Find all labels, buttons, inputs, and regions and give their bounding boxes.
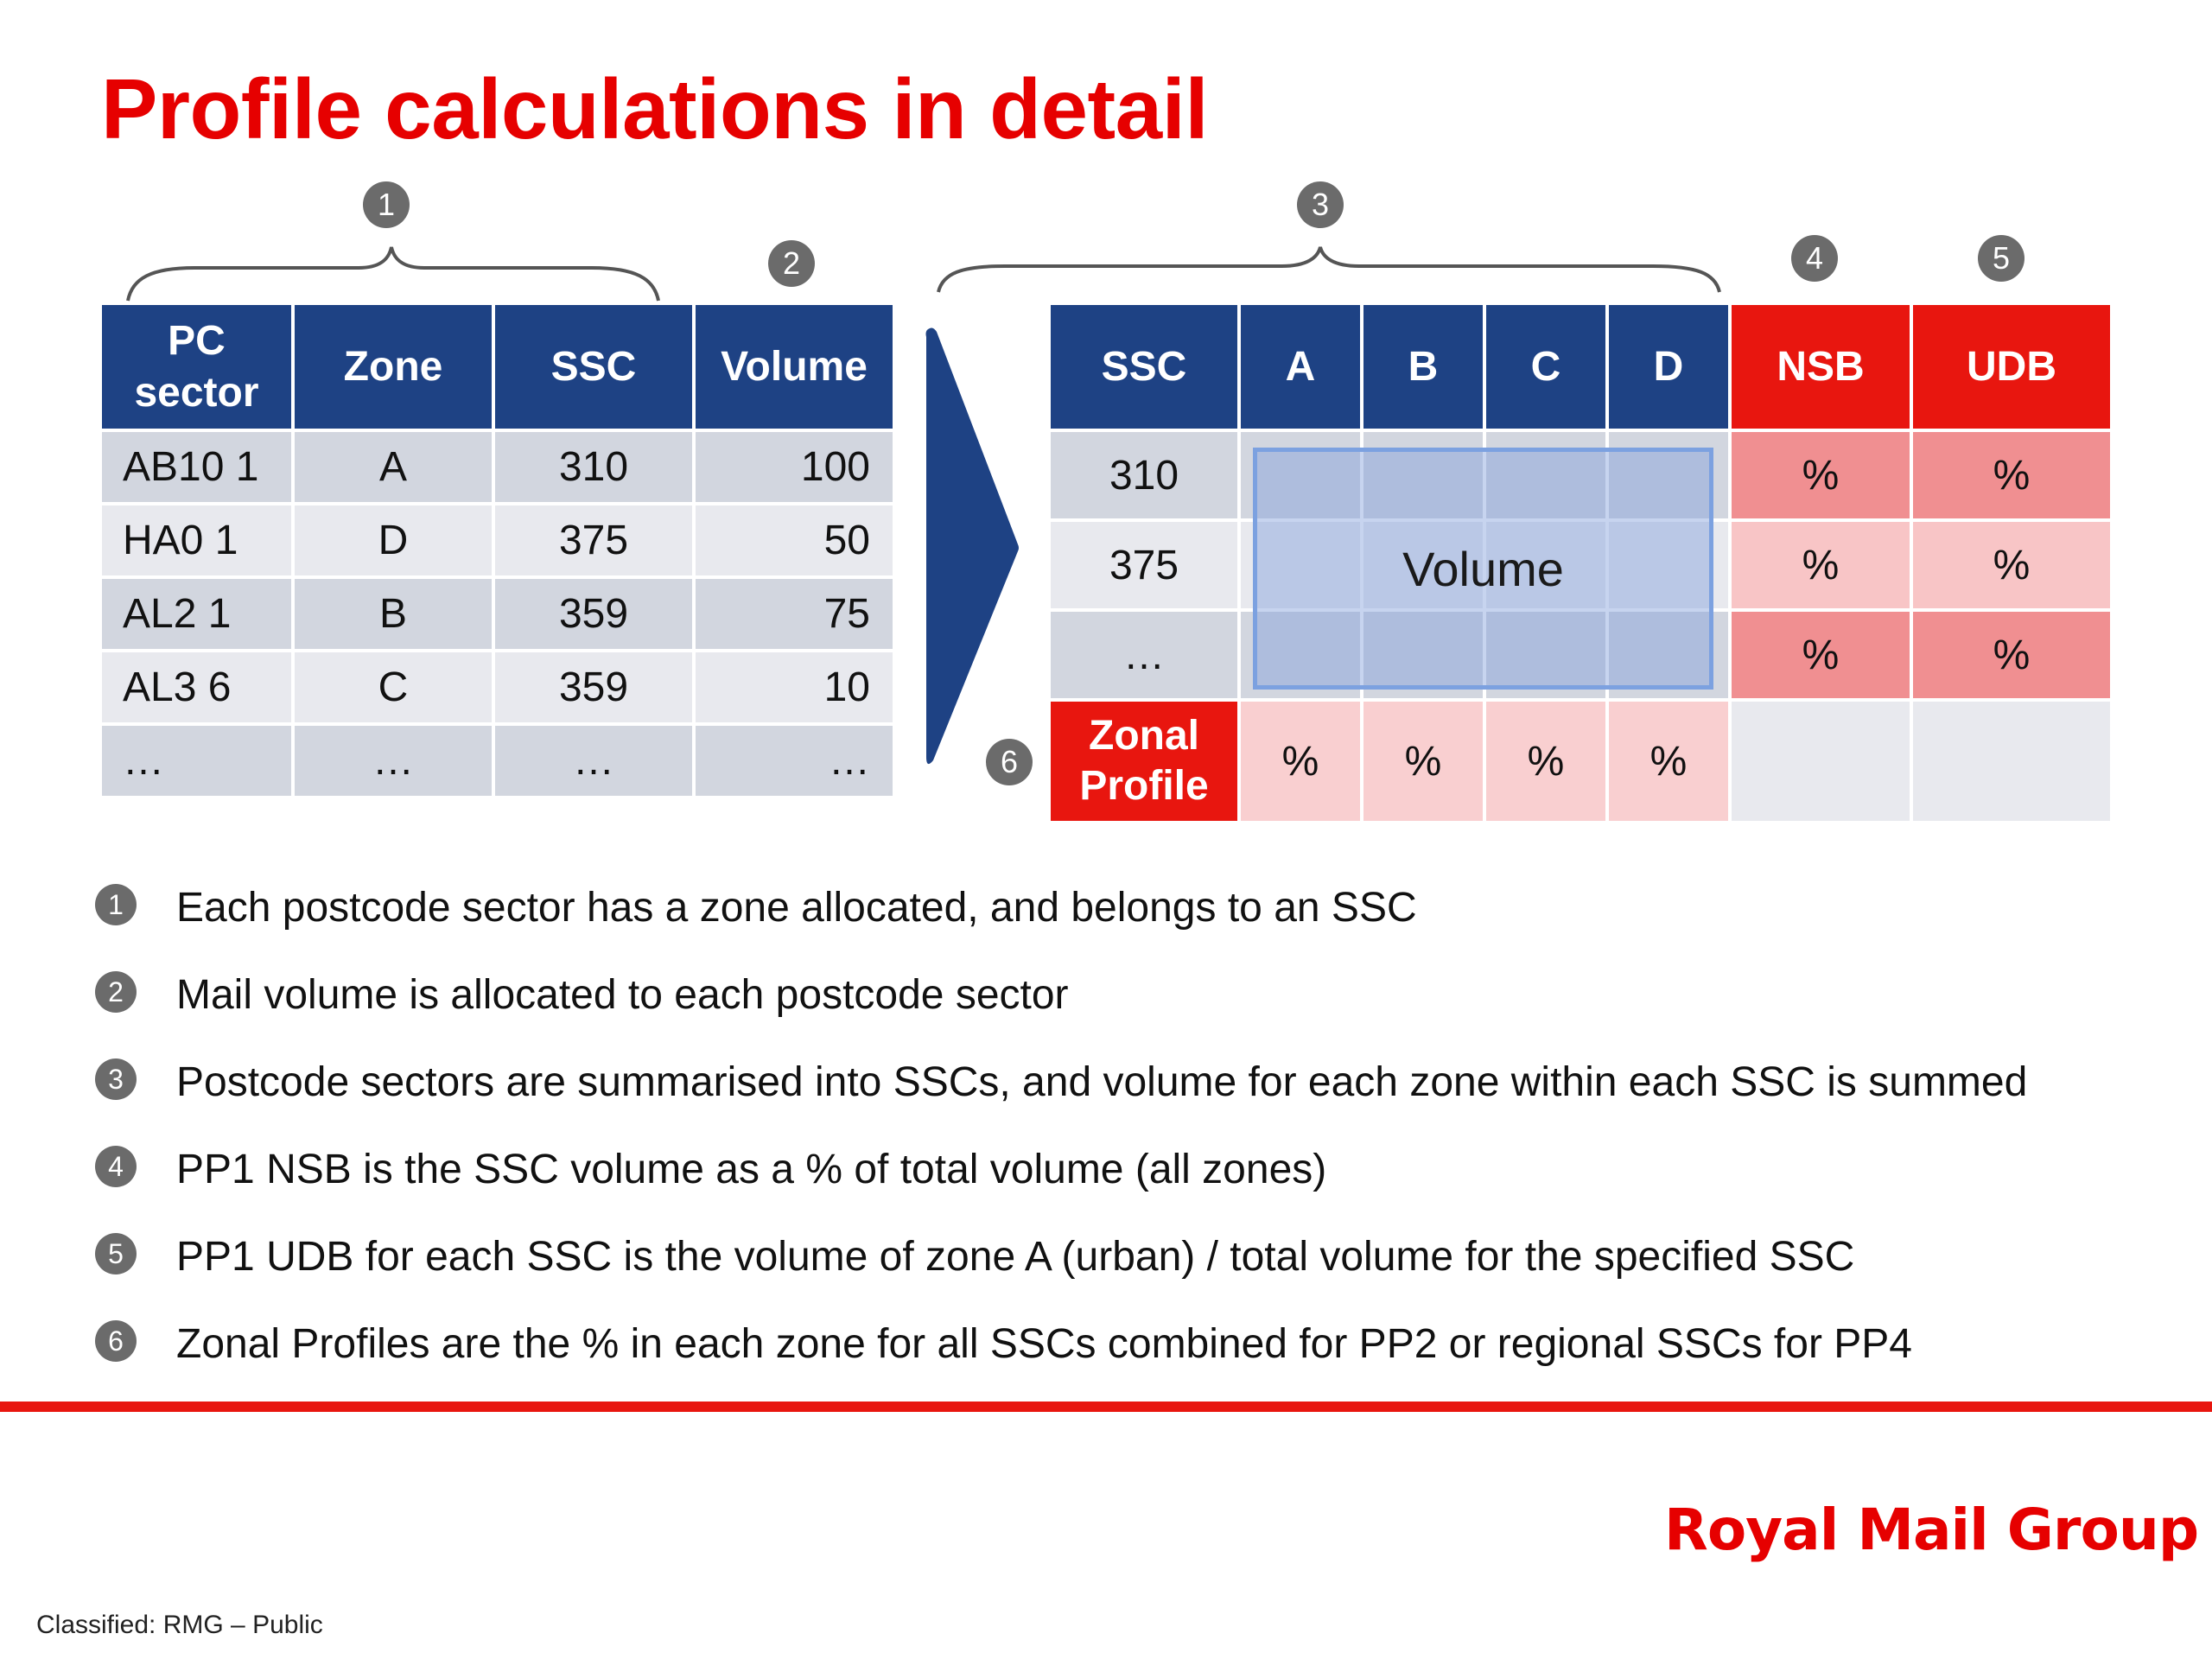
cell-zone-c <box>1486 612 1605 698</box>
table-row: AL3 6 C 359 10 <box>102 652 893 722</box>
royal-mail-group-logo: Royal Mail Group <box>1664 1497 2199 1563</box>
table-row: HA0 1 D 375 50 <box>102 505 893 575</box>
note-text: Postcode sectors are summarised into SSC… <box>176 1059 2028 1105</box>
marker-5: 5 <box>1978 235 2024 282</box>
cell-nsb: % <box>1732 432 1910 518</box>
cell-zone-c <box>1486 522 1605 608</box>
cell-zone: … <box>295 726 492 796</box>
cell-zone-a <box>1241 522 1360 608</box>
cell-zone: D <box>295 505 492 575</box>
zonal-profile-label: Zonal Profile <box>1051 702 1237 821</box>
brace-1 <box>126 246 660 302</box>
cell-ssc: … <box>1051 612 1237 698</box>
cell-zone-b <box>1363 522 1483 608</box>
cell-nsb: % <box>1732 522 1910 608</box>
marker-1: 1 <box>363 181 410 228</box>
header-zone-b: B <box>1363 305 1483 429</box>
note-text: PP1 NSB is the SSC volume as a % of tota… <box>176 1147 1327 1192</box>
cell-pc-sector: AL2 1 <box>102 579 291 649</box>
cell-zone-d <box>1609 612 1728 698</box>
classification-label: Classified: RMG – Public <box>36 1611 323 1639</box>
cell-zone: B <box>295 579 492 649</box>
cell-zone-d <box>1609 522 1728 608</box>
cell-volume: 50 <box>696 505 893 575</box>
note-text: Zonal Profiles are the % in each zone fo… <box>176 1321 1912 1367</box>
cell-nsb: % <box>1732 612 1910 698</box>
header-zone-a: A <box>1241 305 1360 429</box>
brace-3 <box>937 246 1721 293</box>
zonal-profile-row: Zonal Profile % % % % <box>1051 702 2110 821</box>
empty-cell <box>1913 702 2110 821</box>
zonal-c: % <box>1486 702 1605 821</box>
cell-ssc: 359 <box>495 652 692 722</box>
table-row: … … … … <box>102 726 893 796</box>
header-pc-sector: PC sector <box>102 305 291 429</box>
zonal-b: % <box>1363 702 1483 821</box>
header-nsb: NSB <box>1732 305 1910 429</box>
marker-2: 2 <box>768 240 815 287</box>
header-zone-d: D <box>1609 305 1728 429</box>
note-marker: 5 <box>95 1233 137 1274</box>
cell-udb: % <box>1913 522 2110 608</box>
note-marker: 3 <box>95 1058 137 1100</box>
marker-4: 4 <box>1791 235 1838 282</box>
header-zone: Zone <box>295 305 492 429</box>
transform-arrow <box>925 327 1019 765</box>
note-marker: 1 <box>95 884 137 925</box>
cell-pc-sector: HA0 1 <box>102 505 291 575</box>
note-marker: 4 <box>95 1146 137 1187</box>
cell-volume: 75 <box>696 579 893 649</box>
cell-volume: … <box>696 726 893 796</box>
cell-ssc: 310 <box>1051 432 1237 518</box>
cell-volume: 100 <box>696 432 893 502</box>
note-marker: 2 <box>95 971 137 1013</box>
cell-udb: % <box>1913 432 2110 518</box>
cell-ssc: 375 <box>495 505 692 575</box>
cell-zone-c <box>1486 432 1605 518</box>
cell-pc-sector: AB10 1 <box>102 432 291 502</box>
footer-divider <box>0 1402 2212 1412</box>
marker-6: 6 <box>986 739 1033 785</box>
table-row: 375 % % <box>1051 522 2110 608</box>
cell-zone: C <box>295 652 492 722</box>
table-row: 310 % % <box>1051 432 2110 518</box>
note-text: PP1 UDB for each SSC is the volume of zo… <box>176 1234 1855 1280</box>
table-row: AB10 1 A 310 100 <box>102 432 893 502</box>
cell-ssc: 375 <box>1051 522 1237 608</box>
cell-udb: % <box>1913 612 2110 698</box>
header-ssc: SSC <box>495 305 692 429</box>
zonal-a: % <box>1241 702 1360 821</box>
table-row: … % % <box>1051 612 2110 698</box>
cell-zone-a <box>1241 432 1360 518</box>
cell-ssc: … <box>495 726 692 796</box>
zonal-d: % <box>1609 702 1728 821</box>
cell-ssc: 310 <box>495 432 692 502</box>
cell-zone: A <box>295 432 492 502</box>
header-volume: Volume <box>696 305 893 429</box>
ssc-zone-table: SSC A B C D NSB UDB 310 % % 375 % % … % … <box>1047 302 2113 824</box>
cell-zone-b <box>1363 612 1483 698</box>
volume-overlay: Volume <box>1253 448 1713 690</box>
empty-cell <box>1732 702 1910 821</box>
header-ssc: SSC <box>1051 305 1237 429</box>
table-row: AL2 1 B 359 75 <box>102 579 893 649</box>
marker-3: 3 <box>1297 181 1344 228</box>
postcode-sector-table: PC sector Zone SSC Volume AB10 1 A 310 1… <box>99 302 896 799</box>
cell-pc-sector: … <box>102 726 291 796</box>
note-text: Each postcode sector has a zone allocate… <box>176 885 1417 931</box>
note-marker: 6 <box>95 1320 137 1362</box>
header-udb: UDB <box>1913 305 2110 429</box>
cell-pc-sector: AL3 6 <box>102 652 291 722</box>
note-text: Mail volume is allocated to each postcod… <box>176 972 1069 1018</box>
cell-ssc: 359 <box>495 579 692 649</box>
cell-zone-a <box>1241 612 1360 698</box>
cell-volume: 10 <box>696 652 893 722</box>
cell-zone-b <box>1363 432 1483 518</box>
page-title: Profile calculations in detail <box>101 61 1209 156</box>
cell-zone-d <box>1609 432 1728 518</box>
header-zone-c: C <box>1486 305 1605 429</box>
